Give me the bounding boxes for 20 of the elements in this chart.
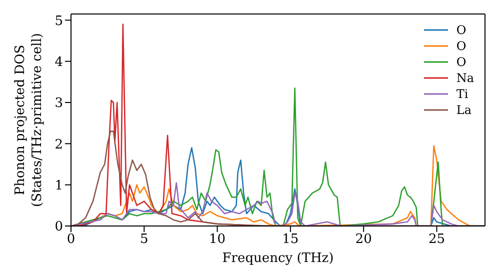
- legend-label: O: [456, 22, 466, 38]
- x-tick-label: 10: [209, 232, 226, 248]
- legend-label: Ti: [456, 86, 468, 102]
- legend-label: O: [456, 38, 466, 54]
- y-tick-label: 3: [54, 96, 63, 112]
- x-axis-title: Frequency (THz): [222, 251, 334, 266]
- legend-label: O: [456, 54, 466, 70]
- legend-label: La: [456, 102, 472, 118]
- y-axis-title: Phonon projected DOS (States/THz·primitive cell): [13, 32, 45, 208]
- x-tick-label: 0: [66, 232, 76, 248]
- x-tick-label: 15: [282, 232, 299, 248]
- legend-label: Na: [456, 70, 474, 86]
- x-tick-label: 20: [355, 232, 372, 248]
- y-tick-label: 2: [54, 137, 63, 152]
- y-tick-label: 5: [54, 14, 63, 29]
- y-tick-label: 4: [54, 54, 63, 70]
- x-tick-label: 5: [140, 232, 148, 248]
- x-tick-label: 25: [428, 232, 445, 248]
- y-tick-label: 0: [54, 220, 63, 235]
- y-tick-label: 1: [54, 178, 63, 194]
